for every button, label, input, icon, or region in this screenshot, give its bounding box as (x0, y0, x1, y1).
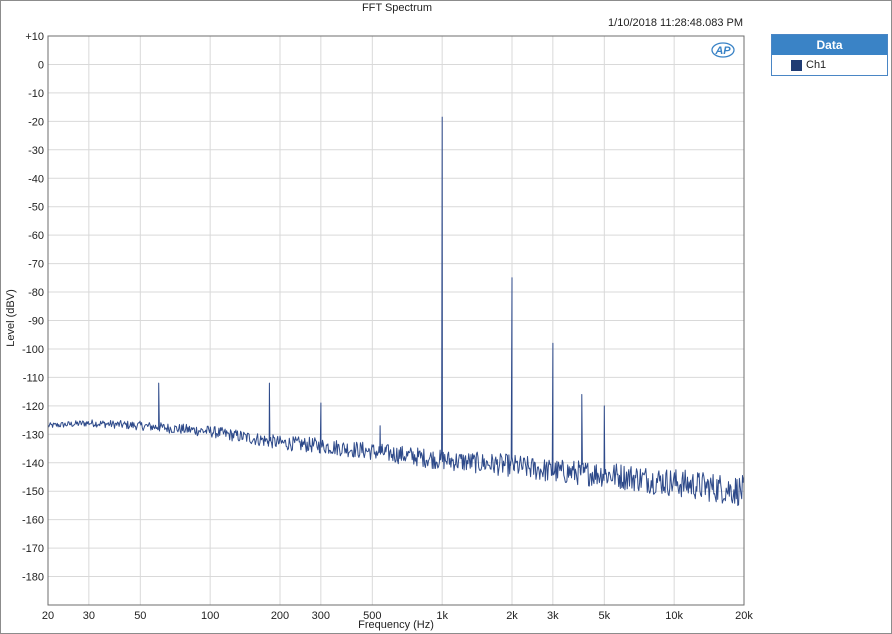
x-tick-label: 20 (42, 610, 54, 622)
y-axis-label: Level (dBV) (5, 289, 17, 346)
series-line-ch1 (47, 116, 745, 506)
legend-swatch (791, 59, 802, 71)
y-tick-label: -130 (22, 429, 44, 441)
y-tick-label: -10 (28, 88, 44, 100)
x-tick-label: 300 (312, 610, 330, 622)
y-tick-label: 0 (38, 59, 44, 71)
x-tick-label: 3k (547, 610, 559, 622)
x-tick-label: 500 (363, 610, 381, 622)
y-tick-label: -60 (28, 230, 44, 242)
y-tick-label: -100 (22, 344, 44, 356)
x-tick-label: 200 (271, 610, 289, 622)
x-tick-label: 50 (134, 610, 146, 622)
series-layer (47, 116, 745, 506)
x-tick-label: 10k (665, 610, 683, 622)
y-tick-label: +10 (25, 31, 44, 43)
y-tick-label: -170 (22, 543, 44, 555)
y-tick-labels: +10 0 -10 -20 -30 -40 -50 -60 -70 -80 -90 -100 -110 -… (22, 31, 44, 584)
y-tick-label: -50 (28, 202, 44, 214)
x-tick-label: 1k (436, 610, 448, 622)
x-tick-label: 5k (599, 610, 611, 622)
y-tick-label: -140 (22, 458, 44, 470)
y-tick-label: -40 (28, 173, 44, 185)
x-tick-labels: 20 30 50 100 200 300 500 1k 2k 3k 5k 10k 20k (42, 610, 753, 622)
y-tick-label: -80 (28, 287, 44, 299)
x-tick-label: 20k (735, 610, 753, 622)
y-tick-label: -30 (28, 145, 44, 157)
y-tick-label: -180 (22, 572, 44, 584)
y-tick-label: -110 (23, 372, 44, 384)
y-tick-label: -160 (22, 515, 44, 527)
ap-logo-text: AP (714, 45, 731, 57)
legend-item-ch1[interactable]: Ch1 (772, 55, 887, 75)
legend-panel: Data Ch1 (771, 34, 888, 76)
chart-timestamp: 1/10/2018 11:28:48.083 PM (608, 17, 743, 29)
legend-item-label: Ch1 (806, 59, 827, 71)
y-tick-label: -120 (22, 401, 44, 413)
grid-lines (47, 35, 745, 605)
y-tick-label: -150 (22, 486, 44, 498)
x-tick-label: 30 (83, 610, 95, 622)
y-tick-label: -70 (28, 259, 44, 271)
legend-header: Data (772, 35, 887, 55)
x-tick-label: 100 (201, 610, 219, 622)
plot-area[interactable] (47, 35, 745, 606)
x-tick-label: 2k (506, 610, 518, 622)
x-axis-label: Frequency (Hz) (358, 619, 434, 631)
y-tick-label: -90 (28, 316, 44, 328)
ap-logo-icon: AP (711, 42, 735, 58)
y-tick-label: -20 (28, 116, 44, 128)
chart-title: FFT Spectrum (362, 2, 432, 14)
